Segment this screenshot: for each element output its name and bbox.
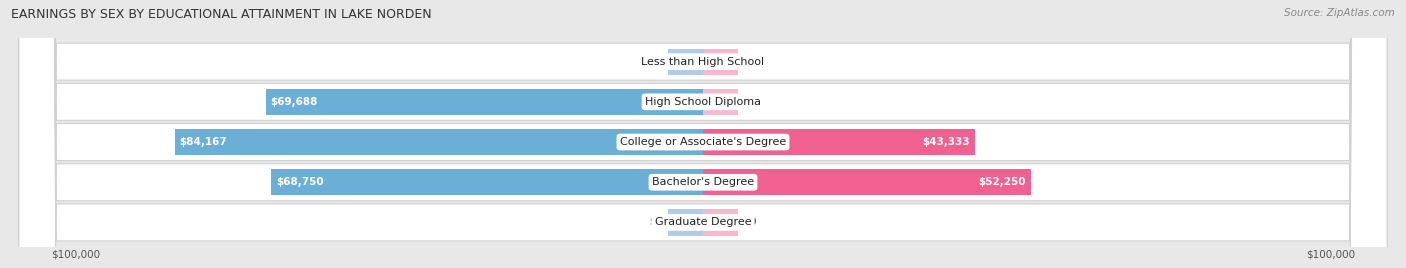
Text: College or Associate's Degree: College or Associate's Degree: [620, 137, 786, 147]
Text: $69,688: $69,688: [270, 97, 318, 107]
FancyBboxPatch shape: [18, 0, 1388, 268]
Text: High School Diploma: High School Diploma: [645, 97, 761, 107]
Text: $0: $0: [742, 57, 756, 67]
Bar: [703, 169, 1031, 195]
Bar: [703, 49, 738, 75]
FancyBboxPatch shape: [18, 0, 1388, 268]
Bar: [703, 209, 738, 236]
FancyBboxPatch shape: [18, 0, 1388, 268]
Text: $0: $0: [742, 97, 756, 107]
Text: $84,167: $84,167: [180, 137, 228, 147]
Bar: [271, 169, 703, 195]
Text: EARNINGS BY SEX BY EDUCATIONAL ATTAINMENT IN LAKE NORDEN: EARNINGS BY SEX BY EDUCATIONAL ATTAINMEN…: [11, 8, 432, 21]
Text: $68,750: $68,750: [277, 177, 325, 187]
Text: Graduate Degree: Graduate Degree: [655, 217, 751, 228]
Bar: [703, 129, 974, 155]
Bar: [668, 49, 703, 75]
Text: $52,250: $52,250: [979, 177, 1026, 187]
Text: Less than High School: Less than High School: [641, 57, 765, 67]
Text: $0: $0: [650, 57, 664, 67]
FancyBboxPatch shape: [18, 0, 1388, 268]
Bar: [266, 89, 703, 115]
Text: Source: ZipAtlas.com: Source: ZipAtlas.com: [1284, 8, 1395, 18]
Bar: [703, 89, 738, 115]
Text: $43,333: $43,333: [922, 137, 970, 147]
Text: $0: $0: [742, 217, 756, 228]
Bar: [668, 209, 703, 236]
Text: $0: $0: [650, 217, 664, 228]
Bar: [174, 129, 703, 155]
Text: Bachelor's Degree: Bachelor's Degree: [652, 177, 754, 187]
FancyBboxPatch shape: [18, 0, 1388, 268]
